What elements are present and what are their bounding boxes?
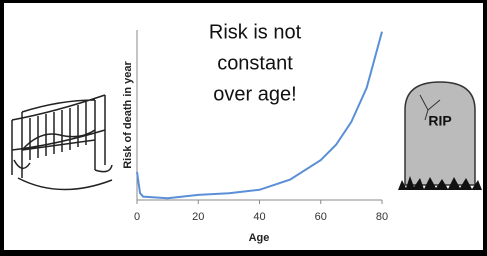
annotation: Risk is not — [209, 21, 302, 43]
x-tick-label: 0 — [134, 211, 140, 223]
chart: RIP Risk of death in year Age Risk is no… — [0, 0, 487, 256]
tombstone: RIP — [398, 82, 482, 190]
x-tick-label: 40 — [253, 211, 265, 223]
y-axis-label: Risk of death in year — [122, 60, 134, 168]
tombstone-text: RIP — [428, 113, 451, 129]
x-tick-label: 60 — [315, 211, 327, 223]
annotation: over age! — [213, 83, 296, 105]
annotation: constant — [217, 52, 293, 74]
x-tick-label: 20 — [192, 211, 204, 223]
x-tick-label: 80 — [376, 211, 388, 223]
x-axis-label: Age — [249, 232, 270, 244]
